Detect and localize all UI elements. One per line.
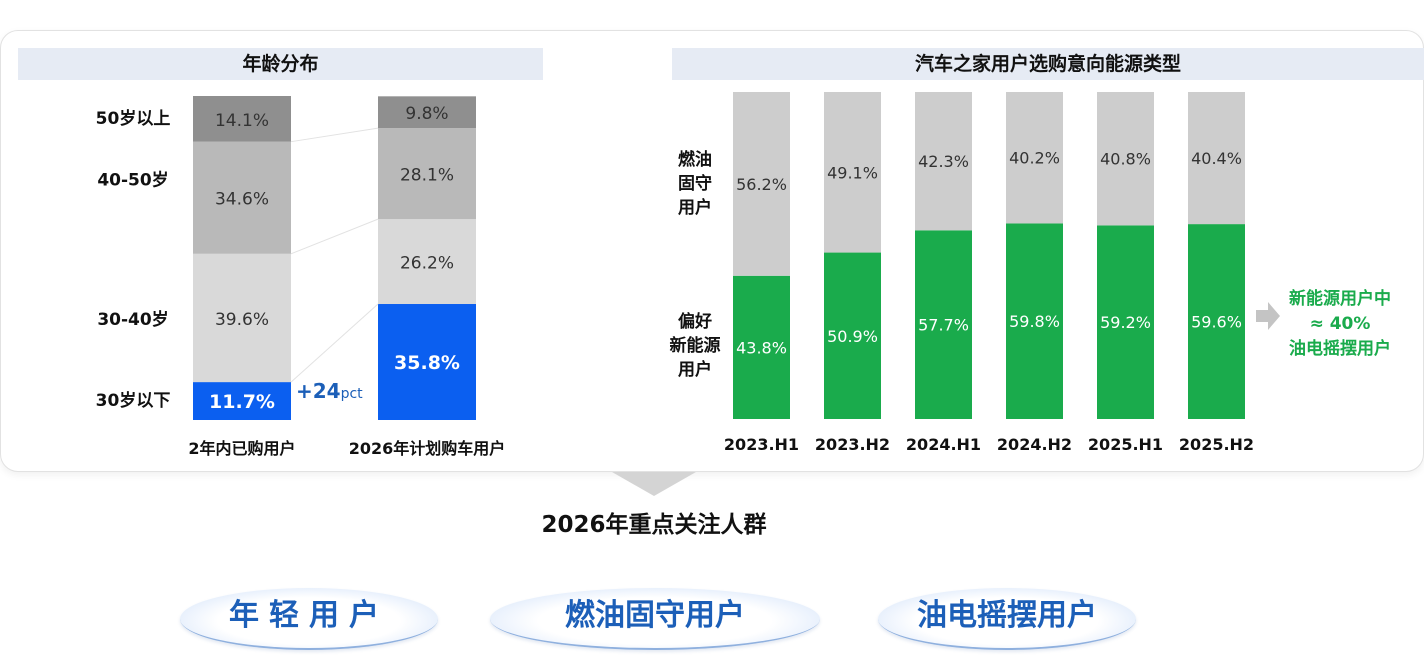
age-connector-line (290, 303, 379, 383)
energy-category-label: 2025.H2 (1179, 435, 1254, 454)
energy-bar-segment (1006, 223, 1063, 419)
energy-category-label: 2024.H1 (906, 435, 981, 454)
age-value-label: 14.1% (215, 111, 269, 131)
age-connector-line (290, 218, 379, 255)
age-value-label: 39.6% (215, 310, 269, 330)
age-distribution-chart: 11.7% 39.6% 34.6% 14.1% 2年内已购用户 35.8% 26.2% 28.… (96, 96, 506, 458)
legend-fuel-loyal: 燃油 (678, 149, 712, 170)
energy-value-label: 56.2% (736, 175, 787, 194)
age-bar-segment (193, 141, 291, 254)
energy-value-label: 59.8% (1009, 312, 1060, 331)
callout-arrow-icon (1256, 302, 1280, 330)
energy-bar-segment (1006, 92, 1063, 224)
age-bar-segment (378, 128, 476, 220)
energy-value-label: 40.8% (1100, 150, 1151, 169)
legend-fuel-loyal: 固守 (678, 173, 712, 194)
focus-group-young-users: 年轻用户 (180, 588, 438, 650)
energy-bar-segment (733, 92, 790, 276)
age-value-label: 11.7% (209, 391, 275, 413)
age-bar-segment (193, 382, 291, 420)
energy-category-label: 2023.H1 (724, 435, 799, 454)
age-category-label: 2年内已购用户 (188, 439, 295, 458)
legend-fuel-loyal: 用户 (678, 197, 712, 218)
age-chart-title: 年龄分布 (18, 48, 543, 80)
focus-group-fuel-loyal-users: 燃油固守用户 (490, 588, 820, 650)
energy-bar-segment (1188, 92, 1245, 225)
age-value-label: 34.6% (215, 190, 269, 210)
energy-value-label: 50.9% (827, 327, 878, 346)
focus-group-swing-users: 油电摇摆用户 (878, 588, 1136, 650)
energy-bar-segment (1097, 225, 1154, 419)
age-bar-segment (193, 96, 291, 142)
age-value-label: 28.1% (400, 166, 454, 186)
legend-nev-preferred: 用户 (678, 359, 712, 380)
legend-nev-preferred: 偏好 (678, 311, 712, 332)
age-bar-segment (378, 96, 476, 129)
energy-value-label: 59.6% (1191, 313, 1242, 332)
energy-bar-segment (733, 275, 790, 419)
age-legend-label: 50岁以上 (96, 108, 171, 129)
energy-value-label: 43.8% (736, 338, 787, 357)
age-legend-label: 40-50岁 (97, 170, 168, 191)
energy-bar-segment (1188, 224, 1245, 419)
age-value-label: 26.2% (400, 254, 454, 274)
energy-value-label: 59.2% (1100, 313, 1151, 332)
callout-text: 新能源用户中 (1289, 288, 1391, 309)
energy-value-label: 40.2% (1009, 149, 1060, 168)
age-connector-line (290, 127, 379, 143)
energy-bar-segment (915, 230, 972, 419)
age-legend-label: 30岁以下 (96, 390, 171, 411)
callout-text: ≈ 40% (1310, 314, 1371, 334)
age-legend-label: 30-40岁 (97, 309, 168, 330)
increase-annotation: +24pct (296, 379, 363, 403)
energy-bar-segment (1097, 92, 1154, 226)
energy-category-label: 2024.H2 (997, 435, 1072, 454)
energy-bar-segment (824, 92, 881, 253)
energy-value-label: 40.4% (1191, 149, 1242, 168)
energy-bar-segment (915, 92, 972, 231)
age-bar-segment (378, 304, 476, 420)
age-bar-segment (378, 219, 476, 305)
age-bar-segment (193, 253, 291, 383)
focus-title: 2026年重点关注人群 (541, 512, 767, 538)
energy-category-label: 2025.H1 (1088, 435, 1163, 454)
energy-value-label: 49.1% (827, 163, 878, 182)
down-arrow-pointer (612, 472, 696, 496)
age-value-label: 9.8% (405, 104, 448, 124)
age-value-label: 35.8% (394, 352, 460, 374)
callout-text: 油电摇摆用户 (1289, 338, 1391, 359)
energy-bar-segment (824, 252, 881, 419)
energy-chart-title: 汽车之家用户选购意向能源类型 (672, 48, 1424, 80)
energy-category-label: 2023.H2 (815, 435, 890, 454)
age-category-label: 2026年计划购车用户 (349, 439, 506, 458)
energy-value-label: 57.7% (918, 316, 969, 335)
energy-preference-chart: 43.8% 56.2% 2023.H1 50.9% 49.1% 2023.H2 57.7% 4… (670, 92, 1391, 454)
legend-nev-preferred: 新能源 (670, 335, 721, 356)
energy-value-label: 42.3% (918, 152, 969, 171)
